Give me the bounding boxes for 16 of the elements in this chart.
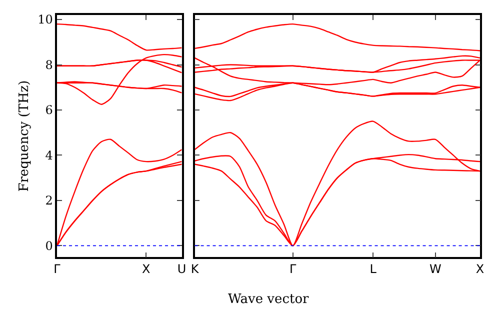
y-axis-title: Frequency (THz) — [17, 80, 32, 192]
x-tick-label: X — [476, 262, 484, 276]
x-tick-label: X — [142, 262, 150, 276]
x-tick-label: W — [429, 262, 442, 276]
x-tick-label: Γ — [289, 262, 296, 276]
x-tick-label: U — [177, 262, 186, 276]
y-tick-label: 0 — [45, 238, 53, 253]
x-tick-label: L — [370, 262, 377, 276]
y-tick-label: 4 — [45, 148, 54, 162]
y-tick-label: 2 — [45, 194, 53, 208]
x-axis-title: Wave vector — [228, 292, 310, 307]
y-tick-label: 10 — [38, 12, 53, 27]
y-tick-label: 6 — [45, 103, 53, 118]
x-tick-label: K — [190, 262, 200, 276]
y-tick-label: 8 — [45, 58, 53, 72]
x-tick-label: Γ — [54, 262, 61, 276]
